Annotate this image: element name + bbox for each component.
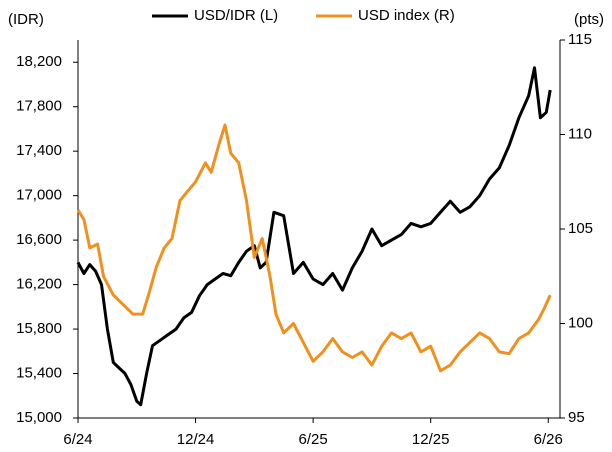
legend-label: USD/IDR (L) [194,7,278,24]
y2-tick-label: 100 [568,314,593,331]
x-tick-label: 6/24 [63,431,92,448]
legend-label: USD index (R) [358,7,455,24]
y-tick-label: 15,800 [16,320,62,337]
y-axis-label: (IDR) [8,11,44,28]
x-tick-label: 6/26 [534,431,563,448]
y2-tick-label: 115 [568,31,592,48]
y2-axis-label: (pts) [574,11,604,28]
y-tick-label: 17,000 [16,187,62,204]
y-tick-label: 15,400 [16,364,62,381]
y2-tick-label: 95 [568,409,585,426]
x-tick-label: 6/25 [299,431,328,448]
y2-tick-label: 110 [568,125,592,142]
y-tick-label: 16,600 [16,231,62,248]
y-tick-label: 16,200 [16,276,62,293]
x-tick-label: 12/24 [177,431,215,448]
y-tick-label: 17,800 [16,98,62,115]
y-tick-label: 18,200 [16,53,62,70]
x-tick-label: 12/25 [412,431,450,448]
series-line [76,66,552,407]
series-line [76,123,552,373]
y-tick-label: 17,400 [16,142,62,159]
y-tick-label: 15,000 [16,409,62,426]
y2-tick-label: 105 [568,220,593,237]
